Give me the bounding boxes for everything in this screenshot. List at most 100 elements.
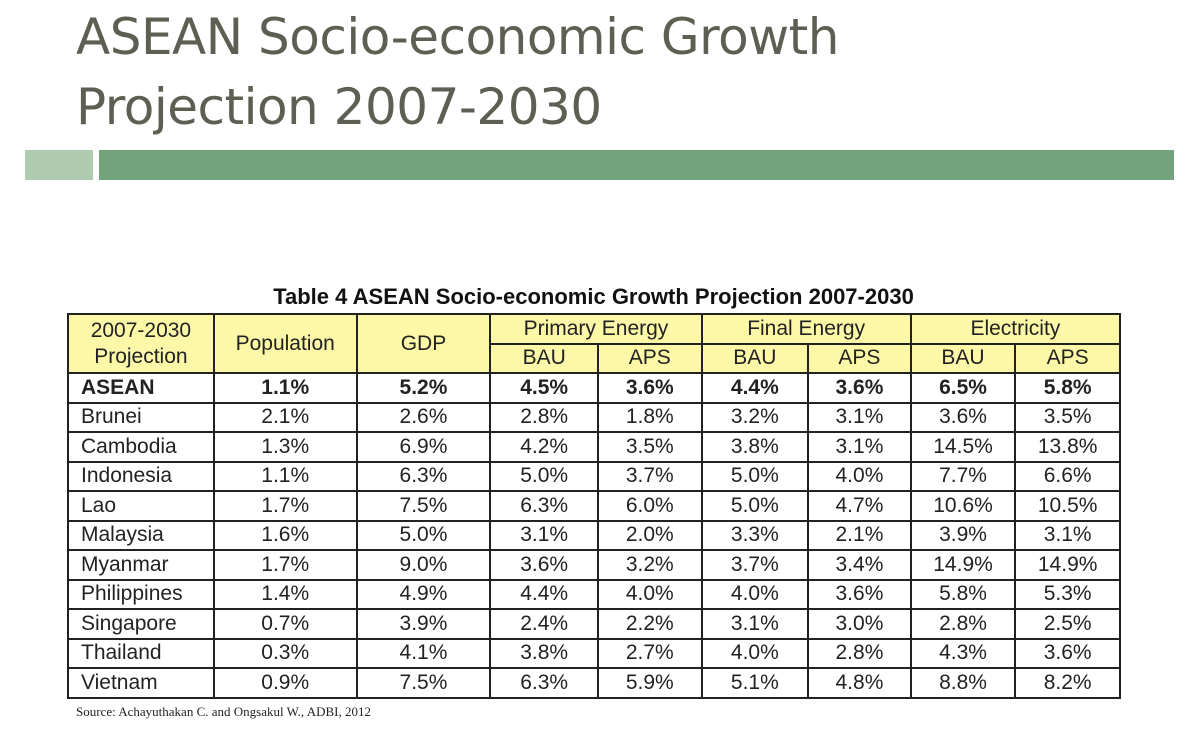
cell-population: 1.1% — [212, 460, 358, 492]
table-row: Myanmar 1.7% 9.0% 3.6% 3.2% 3.7% 3.4% 14.9% 14.9… — [67, 549, 1121, 581]
cell-electricity-aps: 3.6% — [1014, 637, 1121, 669]
cell-final-energy-aps: 4.8% — [807, 667, 912, 699]
cell-final-energy-bau: 4.0% — [700, 637, 810, 669]
cell-primary-energy-bau: 6.3% — [489, 490, 599, 522]
cell-primary-energy-bau: 5.0% — [489, 460, 599, 492]
cell-final-energy-aps: 3.6% — [807, 578, 912, 610]
cell-primary-energy-aps: 3.2% — [596, 549, 703, 581]
cell-electricity-bau: 3.6% — [909, 401, 1017, 433]
header-row-2: BAU APS BAU APS BAU APS — [68, 342, 1121, 374]
header-electricity-bau: BAU — [909, 342, 1017, 374]
cell-population: 1.1% — [212, 372, 358, 404]
cell-electricity-aps: 8.2% — [1014, 667, 1121, 699]
cell-primary-energy-aps: 3.6% — [596, 372, 703, 404]
cell-gdp: 9.0% — [355, 549, 492, 581]
source-citation: Source: Achayuthakan C. and Ongsakul W.,… — [76, 704, 371, 719]
cell-electricity-aps: 3.1% — [1014, 519, 1121, 551]
table-row: Indonesia 1.1% 6.3% 5.0% 3.7% 5.0% 4.0% 7.7% 6.6… — [67, 460, 1121, 492]
table-row: Cambodia 1.3% 6.9% 4.2% 3.5% 3.8% 3.1% 14.5% 13.… — [67, 431, 1121, 463]
row-label: Philippines — [67, 578, 215, 610]
cell-primary-energy-bau: 4.5% — [489, 372, 599, 404]
cell-final-energy-aps: 3.1% — [807, 431, 912, 463]
cell-gdp: 4.1% — [355, 637, 492, 669]
cell-final-energy-aps: 4.0% — [807, 460, 912, 492]
cell-final-energy-aps: 2.1% — [807, 519, 912, 551]
cell-primary-energy-aps: 3.7% — [596, 460, 703, 492]
header-final-aps: APS — [807, 342, 912, 374]
cell-primary-energy-bau: 3.1% — [489, 519, 599, 551]
cell-electricity-bau: 6.5% — [909, 372, 1017, 404]
cell-gdp: 5.2% — [355, 372, 492, 404]
cell-gdp: 7.5% — [355, 490, 492, 522]
cell-electricity-bau: 8.8% — [909, 667, 1017, 699]
row-label: Vietnam — [67, 667, 215, 699]
table-row: Malaysia 1.6% 5.0% 3.1% 2.0% 3.3% 2.1% 3.9% 3.1% — [67, 519, 1121, 551]
table-row: Philippines 1.4% 4.9% 4.4% 4.0% 4.0% 3.6% 5.8% 5… — [67, 578, 1121, 610]
cell-electricity-bau: 10.6% — [909, 490, 1017, 522]
cell-population: 1.4% — [212, 578, 358, 610]
cell-final-energy-aps: 3.4% — [807, 549, 912, 581]
cell-final-energy-bau: 3.1% — [700, 608, 810, 640]
cell-primary-energy-aps: 6.0% — [596, 490, 703, 522]
cell-electricity-aps: 6.6% — [1014, 460, 1121, 492]
header-gdp: GDP — [355, 313, 492, 374]
cell-electricity-aps: 14.9% — [1014, 549, 1121, 581]
cell-electricity-bau: 5.8% — [909, 578, 1017, 610]
cell-final-energy-aps: 3.6% — [807, 372, 912, 404]
cell-population: 0.9% — [212, 667, 358, 699]
cell-electricity-aps: 2.5% — [1014, 608, 1121, 640]
table-caption: Table 4 ASEAN Socio-economic Growth Proj… — [273, 284, 914, 309]
cell-electricity-aps: 5.8% — [1014, 372, 1121, 404]
cell-primary-energy-bau: 3.8% — [489, 637, 599, 669]
header-primary-bau: BAU — [489, 342, 599, 374]
cell-population: 1.7% — [212, 490, 358, 522]
cell-gdp: 3.9% — [355, 608, 492, 640]
table-row: Thailand 0.3% 4.1% 3.8% 2.7% 4.0% 2.8% 4.3% 3.6% — [67, 637, 1121, 669]
cell-final-energy-bau: 5.0% — [700, 490, 810, 522]
cell-primary-energy-bau: 6.3% — [489, 667, 599, 699]
cell-electricity-bau: 4.3% — [909, 637, 1017, 669]
cell-population: 1.6% — [212, 519, 358, 551]
cell-primary-energy-aps: 2.0% — [596, 519, 703, 551]
cell-final-energy-bau: 5.1% — [700, 667, 810, 699]
row-label: ASEAN — [67, 372, 215, 404]
cell-electricity-aps: 13.8% — [1014, 431, 1121, 463]
header-final-bau: BAU — [700, 342, 810, 374]
cell-final-energy-bau: 4.0% — [700, 578, 810, 610]
cell-electricity-bau: 14.9% — [909, 549, 1017, 581]
row-label: Malaysia — [67, 519, 215, 551]
cell-primary-energy-bau: 2.4% — [489, 608, 599, 640]
cell-gdp: 5.0% — [355, 519, 492, 551]
header-primary-aps: APS — [596, 342, 703, 374]
cell-electricity-bau: 14.5% — [909, 431, 1017, 463]
slide-title-line-1: ASEAN Socio-economic Growth — [76, 8, 839, 66]
table-body: ASEAN 1.1% 5.2% 4.5% 3.6% 4.4% 3.6% 6.5% 5.8% Bru… — [67, 372, 1121, 699]
header-final-energy: Final Energy — [700, 313, 912, 345]
cell-gdp: 7.5% — [355, 667, 492, 699]
cell-gdp: 6.9% — [355, 431, 492, 463]
cell-gdp: 4.9% — [355, 578, 492, 610]
header-row-1: 2007-2030 Projection Population GDP Prim… — [67, 313, 1122, 374]
cell-final-energy-bau: 3.8% — [700, 431, 810, 463]
row-label: Singapore — [67, 608, 215, 640]
row-label: Cambodia — [67, 431, 215, 463]
cell-primary-energy-aps: 2.7% — [596, 637, 703, 669]
slide-title-line-2: Projection 2007-2030 — [76, 78, 602, 136]
cell-population: 0.7% — [212, 608, 358, 640]
cell-primary-energy-bau: 3.6% — [489, 549, 599, 581]
cell-electricity-aps: 5.3% — [1014, 578, 1121, 610]
cell-electricity-bau: 3.9% — [909, 519, 1017, 551]
cell-population: 2.1% — [212, 401, 358, 433]
growth-projection-table: 2007-2030 Projection Population GDP Prim… — [67, 313, 1122, 699]
table-row: Lao 1.7% 7.5% 6.3% 6.0% 5.0% 4.7% 10.6% 10.5% — [67, 490, 1121, 522]
row-label: Thailand — [67, 637, 215, 669]
row-label: Brunei — [67, 401, 215, 433]
header-population: Population — [212, 313, 358, 374]
row-label: Indonesia — [67, 460, 215, 492]
cell-primary-energy-aps: 1.8% — [596, 401, 703, 433]
row-label: Myanmar — [67, 549, 215, 581]
header-electricity-aps: APS — [1014, 342, 1121, 374]
cell-electricity-bau: 2.8% — [909, 608, 1017, 640]
header-projection-line-1: 2007-2030 — [90, 318, 192, 342]
cell-gdp: 2.6% — [355, 401, 492, 433]
